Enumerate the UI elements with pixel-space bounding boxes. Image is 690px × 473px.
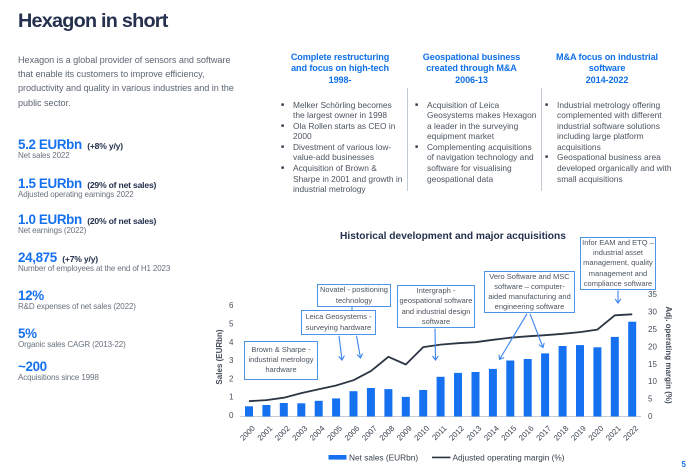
svg-text:2008: 2008 — [378, 424, 397, 443]
svg-text:Adj. operating margin (%): Adj. operating margin (%) — [664, 306, 673, 404]
svg-text:2016: 2016 — [517, 424, 536, 443]
svg-text:25: 25 — [648, 325, 657, 334]
svg-text:2001: 2001 — [256, 424, 275, 443]
svg-text:2000: 2000 — [238, 423, 257, 442]
svg-text:2004: 2004 — [308, 423, 327, 442]
svg-text:1: 1 — [229, 393, 234, 402]
svg-text:30: 30 — [648, 307, 657, 316]
svg-text:2006: 2006 — [343, 424, 362, 443]
svg-text:4: 4 — [229, 338, 234, 347]
svg-text:2022: 2022 — [621, 424, 640, 443]
svg-text:6: 6 — [229, 301, 234, 310]
svg-text:5: 5 — [648, 395, 653, 404]
svg-text:Adjusted operating margin (%): Adjusted operating margin (%) — [453, 452, 565, 462]
svg-text:2013: 2013 — [465, 424, 484, 443]
svg-text:2002: 2002 — [273, 424, 292, 443]
svg-text:Net sales (EURbn): Net sales (EURbn) — [349, 452, 418, 462]
svg-text:2: 2 — [229, 374, 234, 383]
svg-text:2017: 2017 — [534, 424, 553, 443]
svg-text:20: 20 — [648, 342, 657, 351]
svg-text:10: 10 — [648, 377, 657, 386]
svg-text:2015: 2015 — [500, 423, 519, 442]
svg-text:2005: 2005 — [325, 423, 344, 442]
svg-text:2018: 2018 — [552, 424, 571, 443]
svg-text:2003: 2003 — [291, 424, 310, 443]
svg-text:2011: 2011 — [430, 424, 448, 442]
svg-text:2020: 2020 — [587, 423, 606, 442]
svg-text:2010: 2010 — [412, 423, 431, 442]
svg-text:2014: 2014 — [482, 423, 501, 442]
svg-text:Sales (EURbn): Sales (EURbn) — [215, 329, 224, 384]
svg-text:2019: 2019 — [569, 424, 588, 443]
svg-text:0: 0 — [648, 412, 653, 421]
svg-text:5: 5 — [229, 320, 234, 329]
svg-text:0: 0 — [229, 411, 234, 420]
svg-text:15: 15 — [648, 360, 657, 369]
svg-text:2021: 2021 — [604, 424, 623, 443]
svg-text:2012: 2012 — [447, 424, 466, 443]
svg-text:35: 35 — [648, 290, 657, 299]
svg-text:3: 3 — [229, 356, 234, 365]
svg-text:2009: 2009 — [395, 424, 414, 443]
svg-text:2007: 2007 — [360, 424, 379, 443]
